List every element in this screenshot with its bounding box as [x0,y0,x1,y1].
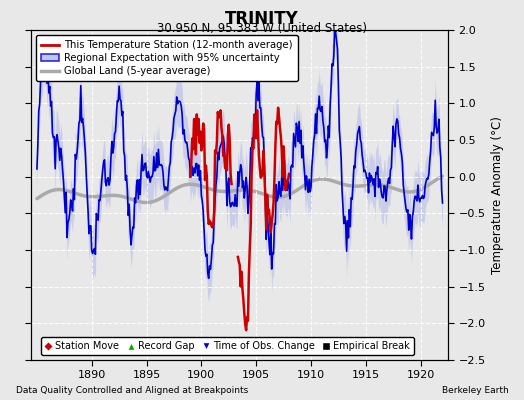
Y-axis label: Temperature Anomaly (°C): Temperature Anomaly (°C) [491,116,504,274]
Text: Data Quality Controlled and Aligned at Breakpoints: Data Quality Controlled and Aligned at B… [16,386,248,395]
Legend: Station Move, Record Gap, Time of Obs. Change, Empirical Break: Station Move, Record Gap, Time of Obs. C… [41,337,414,355]
Text: 30.950 N, 95.383 W (United States): 30.950 N, 95.383 W (United States) [157,22,367,35]
Text: TRINITY: TRINITY [225,10,299,28]
Text: Berkeley Earth: Berkeley Earth [442,386,508,395]
